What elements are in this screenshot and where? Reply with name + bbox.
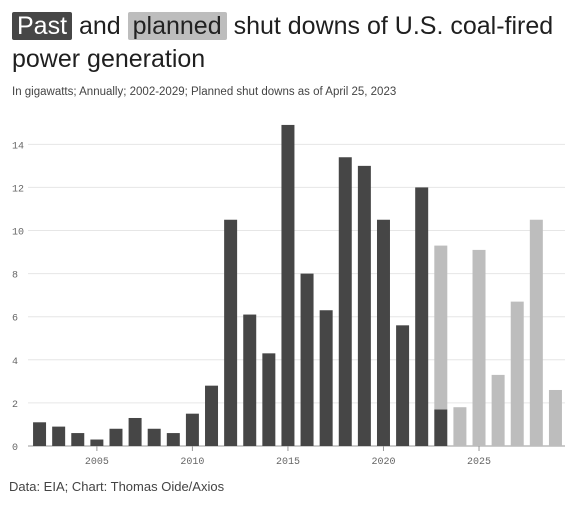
- y-tick-label: 0: [12, 443, 18, 454]
- bar-planned: [529, 219, 543, 446]
- y-tick-label: 2: [12, 400, 18, 411]
- y-tick-label: 8: [12, 271, 18, 282]
- bar-past: [71, 433, 85, 446]
- bar-past: [90, 439, 104, 446]
- bar-past: [205, 385, 219, 446]
- bar-chart: 0 2 4 6 8 10 12 14 2005 2010 2015 2020 2025: [12, 124, 565, 468]
- x-tick-label: 2025: [467, 457, 491, 468]
- bar-past: [262, 353, 276, 446]
- y-tick-label: 10: [12, 228, 24, 239]
- bar-past: [300, 273, 314, 446]
- bar-planned: [434, 245, 448, 410]
- x-tick-label: 2020: [371, 457, 395, 468]
- bar-past: [376, 219, 390, 446]
- bar-past: [166, 433, 180, 446]
- bar-past: [109, 428, 123, 446]
- bar-planned: [548, 389, 562, 446]
- y-tick-label: 6: [12, 314, 18, 325]
- bar-past: [224, 219, 238, 446]
- title-and: and: [72, 12, 128, 40]
- title-past-highlight: Past: [12, 12, 73, 40]
- bar-past: [185, 413, 199, 446]
- bar-past: [243, 314, 257, 446]
- bar-past: [434, 409, 448, 446]
- bar-planned: [472, 249, 486, 446]
- bar-past: [128, 417, 142, 446]
- y-tick-label: 14: [12, 141, 24, 152]
- source-note: Data: EIA; Chart: Thomas Oide/Axios: [9, 479, 225, 494]
- x-tick-label: 2015: [276, 457, 300, 468]
- bar-past: [415, 187, 429, 446]
- x-tick-label: 2005: [85, 457, 109, 468]
- y-tick-label: 12: [12, 184, 24, 195]
- chart-title: Past and planned shut downs of U.S. coal…: [12, 10, 567, 76]
- bar-past: [396, 325, 410, 446]
- title-planned-highlight: planned: [127, 12, 227, 40]
- bar-past: [357, 165, 371, 446]
- bar-past: [52, 426, 66, 446]
- title-rest: shut downs of U.S. coal-fired power gene…: [12, 12, 554, 73]
- bar-planned: [453, 407, 467, 446]
- y-tick-label: 4: [12, 357, 18, 368]
- bar-past: [147, 428, 161, 446]
- bar-past: [33, 422, 47, 446]
- bar-planned: [510, 301, 524, 446]
- chart-subtitle: In gigawatts; Annually; 2002-2029; Plann…: [12, 86, 397, 98]
- x-tick-label: 2010: [180, 457, 204, 468]
- bar-past: [281, 124, 295, 447]
- bar-planned: [491, 374, 505, 446]
- bar-past: [338, 157, 352, 446]
- bar-past: [319, 310, 333, 446]
